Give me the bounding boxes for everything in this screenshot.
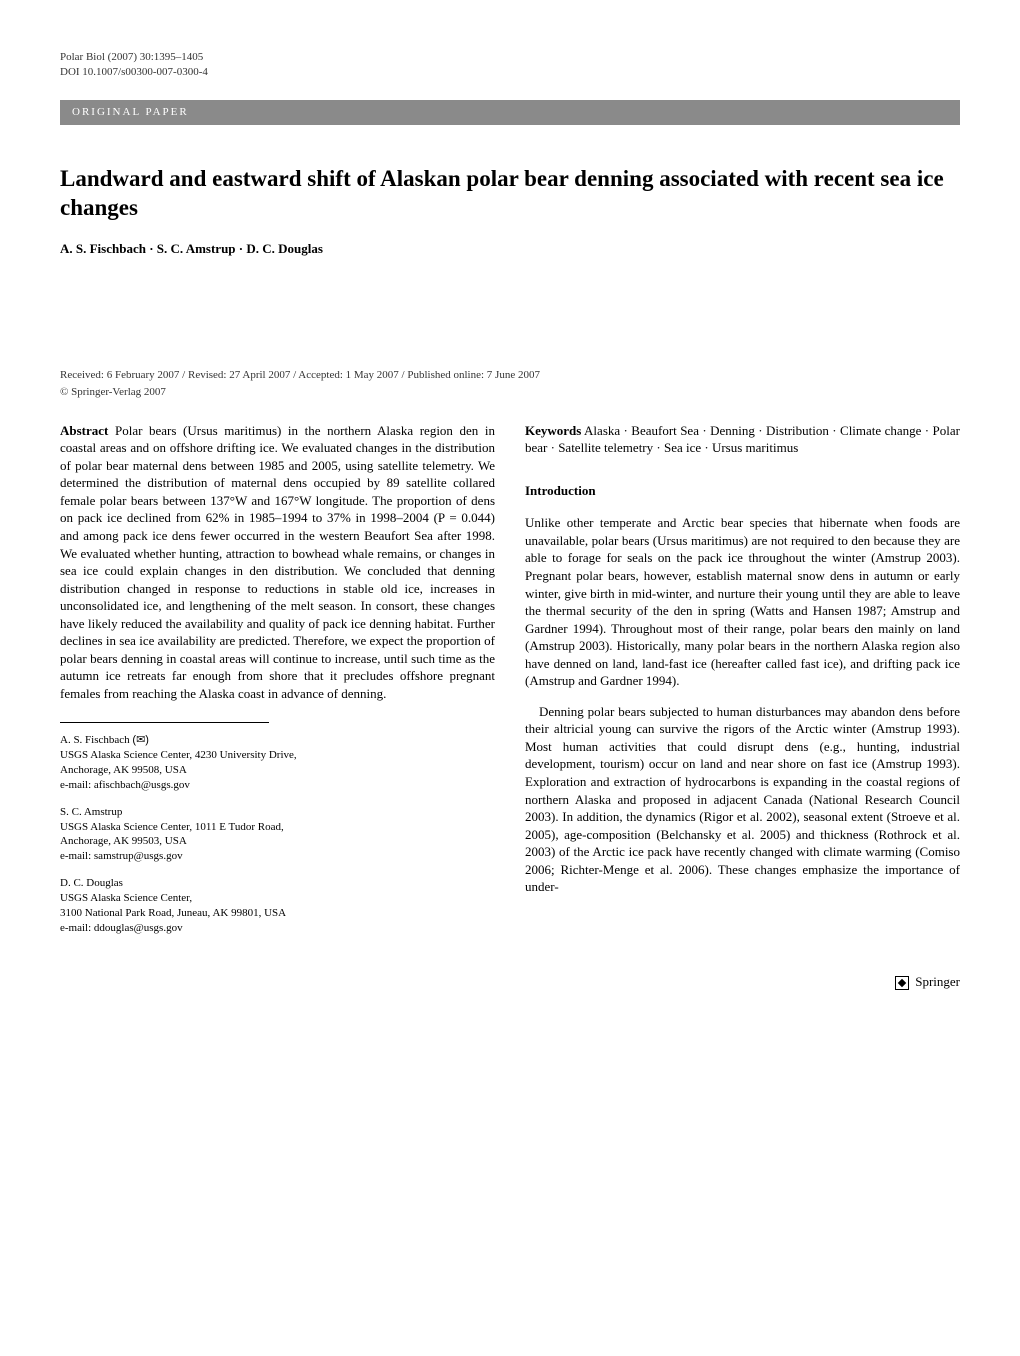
section-label: ORIGINAL PAPER <box>60 100 960 125</box>
affiliation-line-2-2: e-mail: samstrup@usgs.gov <box>60 850 183 862</box>
intro-paragraph-1: Unlike other temperate and Arctic bear s… <box>525 514 960 689</box>
abstract-label: Abstract <box>60 423 108 438</box>
keywords-text: Alaska · Beaufort Sea · Denning · Distri… <box>525 423 960 456</box>
header-meta: Polar Biol (2007) 30:1395–1405 DOI 10.10… <box>60 50 960 80</box>
affiliation-name-3: D. C. Douglas <box>60 877 123 889</box>
affiliation-block-2: S. C. Amstrup USGS Alaska Science Center… <box>60 805 495 864</box>
right-column: Keywords Alaska · Beaufort Sea · Denning… <box>525 422 960 948</box>
affiliation-line-1-0: USGS Alaska Science Center, 4230 Univers… <box>60 749 297 761</box>
affiliation-block-1: A. S. Fischbach (✉) USGS Alaska Science … <box>60 733 495 792</box>
article-title: Landward and eastward shift of Alaskan p… <box>60 165 960 223</box>
left-column: Abstract Polar bears (Ursus maritimus) i… <box>60 422 495 948</box>
keywords-block: Keywords Alaska · Beaufort Sea · Denning… <box>525 422 960 457</box>
affiliation-name-1: A. S. Fischbach <box>60 734 130 746</box>
affiliation-line-1-1: Anchorage, AK 99508, USA <box>60 764 187 776</box>
journal-line: Polar Biol (2007) 30:1395–1405 <box>60 50 960 65</box>
affiliations-divider <box>60 722 269 723</box>
copyright-line: © Springer-Verlag 2007 <box>60 385 960 400</box>
affiliation-block-3: D. C. Douglas USGS Alaska Science Center… <box>60 876 495 935</box>
abstract-block: Abstract Polar bears (Ursus maritimus) i… <box>60 422 495 703</box>
envelope-icon: (✉) <box>132 734 149 746</box>
publisher-logo: Springer <box>60 973 960 991</box>
keywords-label: Keywords <box>525 423 581 438</box>
publisher-name: Springer <box>915 974 960 989</box>
doi-line: DOI 10.1007/s00300-007-0300-4 <box>60 65 960 80</box>
affiliation-line-3-0: USGS Alaska Science Center, <box>60 892 192 904</box>
affiliation-line-3-2: e-mail: ddouglas@usgs.gov <box>60 922 183 934</box>
affiliation-line-3-1: 3100 National Park Road, Juneau, AK 9980… <box>60 907 286 919</box>
affiliation-name-2: S. C. Amstrup <box>60 806 122 818</box>
affiliation-line-1-2: e-mail: afischbach@usgs.gov <box>60 779 190 791</box>
affiliation-line-2-0: USGS Alaska Science Center, 1011 E Tudor… <box>60 821 284 833</box>
affiliation-line-2-1: Anchorage, AK 99503, USA <box>60 835 187 847</box>
intro-paragraph-2: Denning polar bears subjected to human d… <box>525 703 960 896</box>
two-column-body: Abstract Polar bears (Ursus maritimus) i… <box>60 422 960 948</box>
springer-icon <box>895 976 909 990</box>
introduction-heading: Introduction <box>525 482 960 500</box>
abstract-text: Polar bears (Ursus maritimus) in the nor… <box>60 423 495 701</box>
received-line: Received: 6 February 2007 / Revised: 27 … <box>60 368 960 383</box>
author-list: A. S. Fischbach · S. C. Amstrup · D. C. … <box>60 240 960 258</box>
